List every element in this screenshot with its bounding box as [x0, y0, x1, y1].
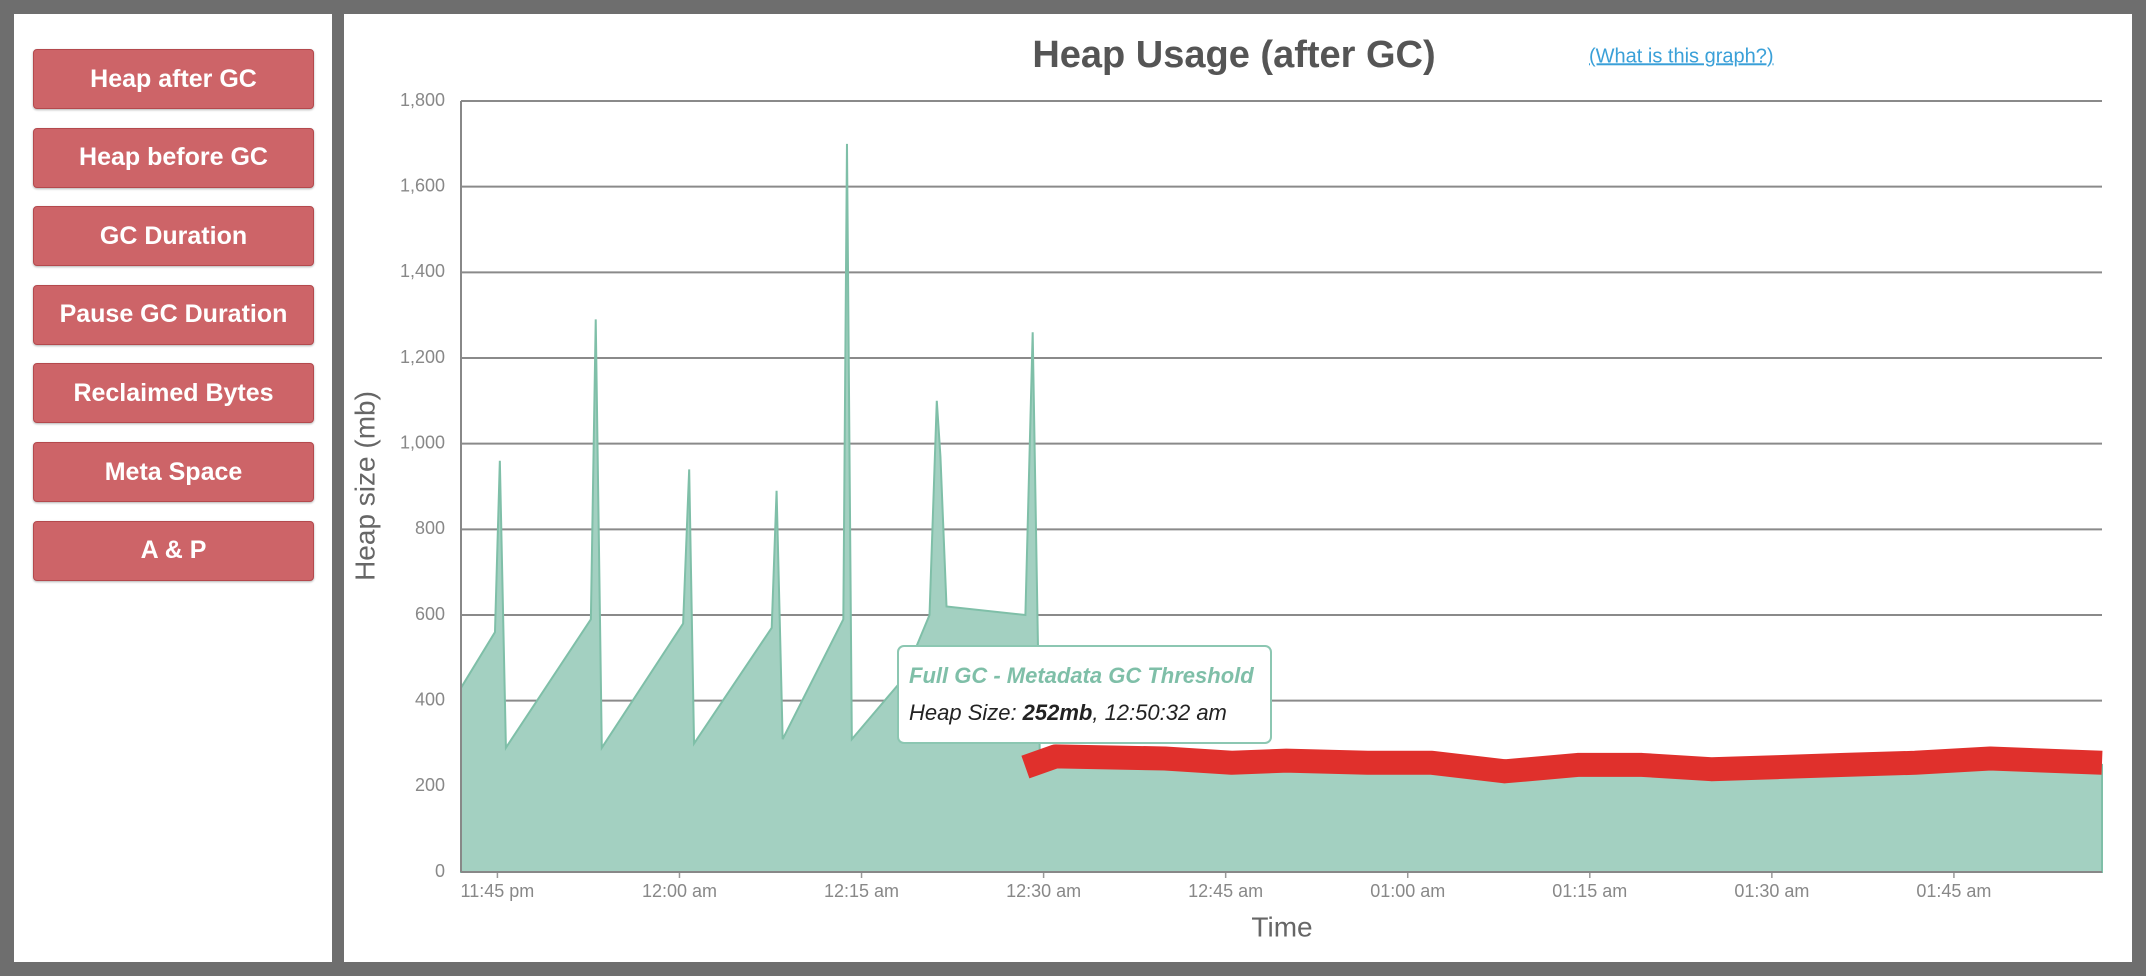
- nav-button[interactable]: Heap after GC: [33, 49, 314, 109]
- y-axis-label: Heap size (mb): [349, 391, 380, 581]
- y-tick-label: 1,600: [400, 175, 445, 195]
- y-tick-label: 1,400: [400, 261, 445, 281]
- x-tick-label: 01:15 am: [1552, 881, 1627, 901]
- y-tick-label: 1,000: [400, 432, 445, 452]
- tooltip-body: Heap Size: 252mb, 12:50:32 am: [909, 700, 1227, 725]
- y-tick-label: 600: [415, 604, 445, 624]
- tooltip-label: Heap Size:: [909, 700, 1017, 725]
- x-tick-label: 12:30 am: [1006, 881, 1081, 901]
- tooltip-time: , 12:50:32 am: [1092, 700, 1227, 725]
- nav-button[interactable]: Heap before GC: [33, 127, 314, 188]
- y-tick-label: 400: [415, 689, 445, 709]
- y-tick-label: 800: [415, 518, 445, 538]
- y-tick-label: 0: [435, 861, 445, 881]
- full-gc-band: [1021, 744, 2103, 784]
- x-axis-label: Time: [1251, 911, 1312, 942]
- nav-button[interactable]: Reclaimed Bytes: [33, 363, 314, 424]
- help-link[interactable]: (What is this graph?): [1589, 45, 1774, 67]
- tooltip: Full GC - Metadata GC Threshold Heap Size…: [897, 645, 1272, 744]
- x-tick-label: 01:30 am: [1734, 881, 1809, 901]
- sidebar: Heap after GC Heap before GC GC Duration Pa…: [14, 14, 344, 962]
- nav-button[interactable]: Meta Space: [33, 442, 314, 502]
- tooltip-value: 252mb: [1022, 700, 1093, 725]
- chart: Heap Usage (after GC) (What is this grap…: [349, 34, 2103, 942]
- x-tick-label: 01:00 am: [1370, 881, 1445, 901]
- x-tick-label: 12:15 am: [824, 881, 899, 901]
- chart-title: Heap Usage (after GC): [1032, 34, 1435, 76]
- x-tick-label: 01:45 am: [1916, 881, 1991, 901]
- y-tick-label: 200: [415, 775, 445, 795]
- y-tick-label: 1,200: [400, 347, 445, 367]
- x-tick-label: 12:45 am: [1188, 881, 1263, 901]
- nav-button[interactable]: Pause GC Duration: [33, 284, 314, 345]
- nav-button[interactable]: GC Duration: [33, 206, 314, 267]
- window: Heap after GC Heap before GC GC Duration Pa…: [14, 14, 2132, 962]
- x-tick-label: 12:00 am: [642, 881, 717, 901]
- x-tick-label: 11:45 pm: [461, 881, 535, 901]
- tooltip-box: [897, 645, 1272, 744]
- nav-button[interactable]: A & P: [33, 520, 314, 581]
- tooltip-title: Full GC - Metadata GC Threshold: [909, 663, 1254, 688]
- y-tick-label: 1,800: [400, 90, 445, 110]
